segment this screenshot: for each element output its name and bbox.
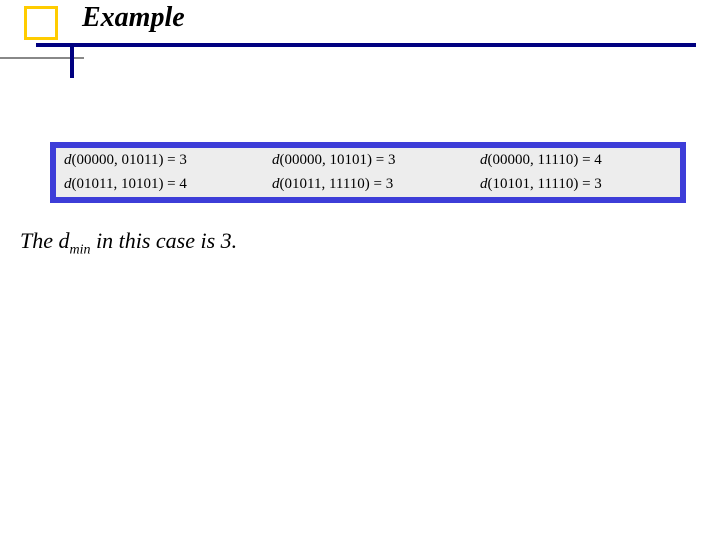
body-sentence: The dmin in this case is 3. xyxy=(20,228,237,258)
cell-text: (01011, 10101) = 4 xyxy=(72,176,187,192)
cell-text: (00000, 11110) = 4 xyxy=(488,152,602,168)
cell-text: (10101, 11110) = 3 xyxy=(488,176,602,192)
page-title: Example xyxy=(82,2,185,34)
distance-table-frame: d(00000, 01011) = 3 d(00000, 10101) = 3 … xyxy=(50,142,686,203)
cell-text: (00000, 10101) = 3 xyxy=(280,152,396,168)
table-cell: d(00000, 01011) = 3 xyxy=(56,148,264,172)
table-cell: d(00000, 10101) = 3 xyxy=(264,148,472,172)
sentence-prefix: The d xyxy=(20,228,70,253)
cell-text: (00000, 01011) = 3 xyxy=(72,152,187,168)
table-cell: d(00000, 11110) = 4 xyxy=(472,148,680,172)
table-row: d(00000, 01011) = 3 d(00000, 10101) = 3 … xyxy=(56,148,680,172)
table-cell: d(01011, 11110) = 3 xyxy=(264,172,472,196)
bullet-square-icon xyxy=(24,6,58,40)
header-rule-navy xyxy=(36,43,696,47)
sentence-subscript: min xyxy=(70,242,91,257)
cell-text: (01011, 11110) = 3 xyxy=(280,176,394,192)
table-cell: d(01011, 10101) = 4 xyxy=(56,172,264,196)
table-row: d(01011, 10101) = 4 d(01011, 11110) = 3 … xyxy=(56,172,680,196)
sentence-suffix: in this case is 3. xyxy=(91,228,238,253)
slide-header: Example xyxy=(0,0,720,70)
table-cell: d(10101, 11110) = 3 xyxy=(472,172,680,196)
distance-table: d(00000, 01011) = 3 d(00000, 10101) = 3 … xyxy=(56,148,680,197)
header-vertical-tick xyxy=(70,46,74,78)
